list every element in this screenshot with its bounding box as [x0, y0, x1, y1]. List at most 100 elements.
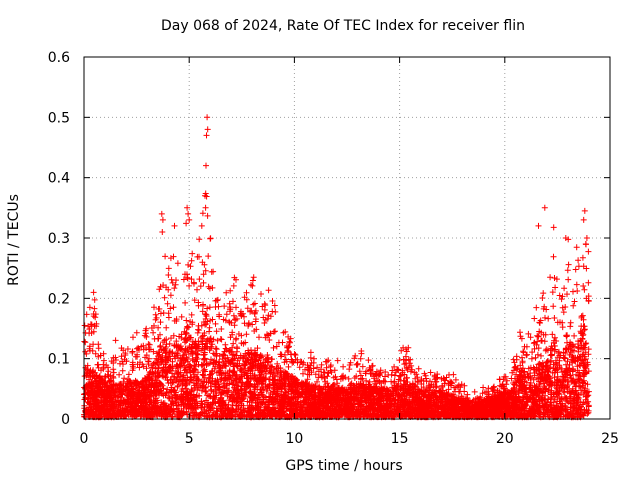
data-point: [201, 330, 208, 336]
data-point: [571, 298, 578, 305]
data-point: [534, 351, 541, 358]
data-point: [168, 384, 175, 391]
data-point: [584, 359, 591, 366]
data-point: [490, 384, 497, 391]
data-point: [314, 364, 321, 371]
data-point: [188, 311, 195, 318]
data-point: [550, 303, 557, 310]
data-point: [346, 366, 353, 373]
data-point: [552, 284, 559, 291]
data-point: [441, 380, 448, 387]
data-point: [245, 322, 252, 329]
data-point: [538, 352, 544, 359]
data-point: [83, 311, 90, 318]
data-point: [581, 323, 588, 330]
data-point: [568, 352, 575, 359]
data-point: [542, 402, 549, 409]
data-point: [328, 369, 335, 376]
data-point: [513, 411, 520, 418]
data-point: [233, 372, 240, 379]
data-point: [214, 387, 220, 394]
data-point: [216, 313, 223, 320]
data-point: [222, 358, 229, 365]
data-point: [191, 297, 198, 304]
data-point: [485, 385, 492, 392]
data-point: [534, 332, 541, 339]
data-point: [340, 363, 347, 370]
data-point: [202, 267, 209, 274]
data-point: [155, 324, 162, 331]
data-point: [408, 362, 415, 369]
data-point: [81, 322, 88, 329]
data-point: [221, 362, 228, 368]
data-point: [175, 369, 182, 376]
data-point: [121, 375, 128, 382]
data-point: [414, 378, 421, 385]
data-point: [396, 357, 403, 364]
data-point: [203, 397, 210, 404]
data-point: [92, 350, 99, 357]
data-point: [206, 285, 213, 292]
data-point: [442, 377, 449, 384]
data-point: [451, 384, 458, 391]
data-point: [146, 369, 153, 376]
data-point: [511, 375, 518, 382]
data-point: [289, 359, 296, 366]
data-point: [188, 388, 195, 395]
data-point: [570, 302, 577, 309]
data-point: [226, 318, 233, 325]
data-point: [547, 274, 554, 281]
data-point: [354, 361, 361, 368]
data-point: [170, 373, 177, 380]
data-point: [531, 315, 538, 322]
data-point: [362, 370, 369, 377]
data-point: [564, 383, 570, 390]
data-point: [266, 367, 273, 374]
data-point: [161, 294, 168, 301]
data-point: [457, 384, 464, 391]
data-point: [582, 349, 589, 356]
data-point: [525, 374, 532, 381]
data-point: [291, 351, 298, 357]
data-point: [312, 371, 319, 378]
data-point: [82, 339, 89, 346]
data-point: [558, 396, 565, 403]
data-point: [233, 335, 240, 342]
data-point: [190, 349, 197, 356]
data-point: [89, 347, 96, 354]
data-point: [558, 296, 565, 303]
data-point: [535, 361, 542, 368]
data-point: [112, 337, 119, 344]
data-point: [221, 303, 228, 310]
data-point: [331, 367, 338, 374]
data-point: [427, 384, 434, 391]
data-point: [580, 344, 587, 351]
data-point: [243, 331, 250, 338]
data-point: [415, 365, 422, 372]
data-point: [251, 328, 258, 334]
data-point: [570, 288, 576, 295]
data-point: [286, 338, 293, 345]
data-point: [392, 369, 399, 376]
data-point: [551, 334, 558, 341]
data-point: [160, 366, 167, 372]
data-point: [165, 265, 172, 272]
data-point: [200, 279, 207, 286]
data-point: [207, 235, 214, 242]
data-point: [177, 373, 184, 380]
data-point: [527, 334, 534, 341]
data-point: [116, 371, 123, 378]
data-point: [226, 347, 232, 354]
data-point: [246, 402, 253, 409]
data-point: [163, 284, 170, 291]
data-point: [233, 304, 239, 311]
data-point: [570, 376, 577, 383]
data-point: [510, 356, 517, 363]
data-point: [214, 337, 221, 344]
data-point: [329, 383, 336, 390]
data-point: [241, 294, 248, 301]
data-point: [378, 386, 385, 393]
data-point: [205, 253, 212, 260]
data-point: [204, 318, 211, 325]
data-point: [294, 359, 301, 366]
